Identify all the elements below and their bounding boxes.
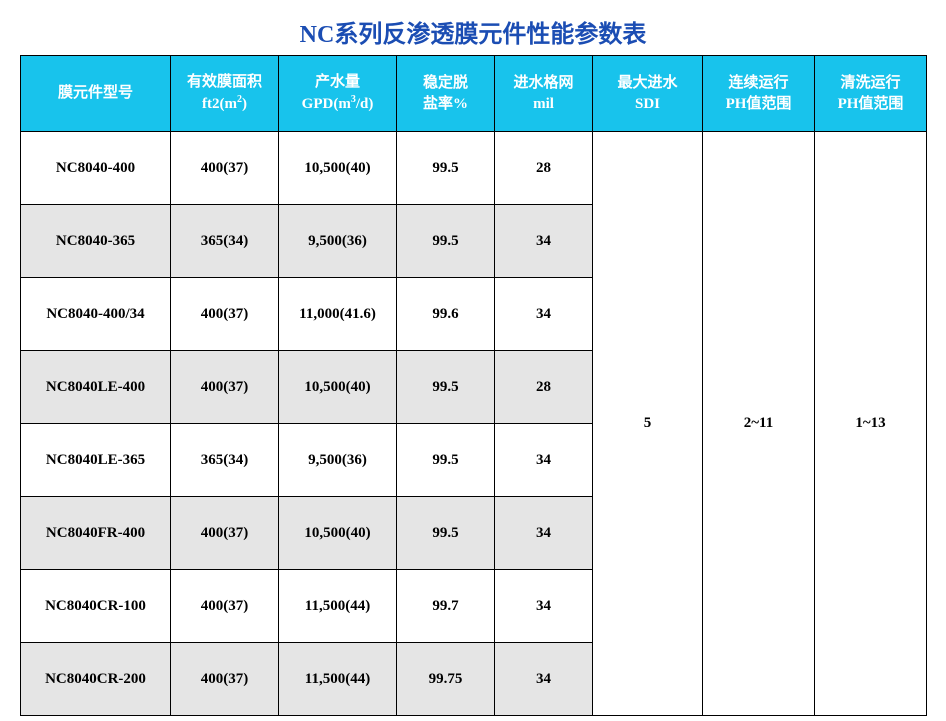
cell-model: NC8040-365	[21, 205, 171, 278]
table-header-row: 膜元件型号 有效膜面积ft2(m2) 产水量GPD(m3/d) 稳定脱盐率% 进…	[21, 56, 927, 132]
cell-spacer: 34	[495, 497, 593, 570]
cell-spacer: 34	[495, 570, 593, 643]
cell-model: NC8040CR-100	[21, 570, 171, 643]
cell-flow: 10,500(40)	[279, 132, 397, 205]
col-header-ph-clean: 清洗运行PH值范围	[815, 56, 927, 132]
col-header-sdi: 最大进水SDI	[593, 56, 703, 132]
table-row: NC8040-400 400(37) 10,500(40) 99.5 28 5 …	[21, 132, 927, 205]
cell-area: 365(34)	[171, 424, 279, 497]
col-header-model: 膜元件型号	[21, 56, 171, 132]
cell-rejection: 99.5	[397, 351, 495, 424]
cell-rejection: 99.5	[397, 205, 495, 278]
cell-spacer: 34	[495, 205, 593, 278]
cell-model: NC8040-400	[21, 132, 171, 205]
cell-spacer: 28	[495, 132, 593, 205]
cell-model: NC8040LE-400	[21, 351, 171, 424]
cell-area: 400(37)	[171, 132, 279, 205]
cell-flow: 9,500(36)	[279, 424, 397, 497]
cell-area: 400(37)	[171, 643, 279, 716]
cell-rejection: 99.6	[397, 278, 495, 351]
page-title: NC系列反渗透膜元件性能参数表	[20, 14, 926, 49]
cell-spacer: 28	[495, 351, 593, 424]
cell-area: 400(37)	[171, 570, 279, 643]
cell-model: NC8040FR-400	[21, 497, 171, 570]
cell-flow: 9,500(36)	[279, 205, 397, 278]
cell-model: NC8040-400/34	[21, 278, 171, 351]
cell-spacer: 34	[495, 278, 593, 351]
cell-rejection: 99.7	[397, 570, 495, 643]
cell-spacer: 34	[495, 424, 593, 497]
cell-flow: 11,500(44)	[279, 570, 397, 643]
col-header-spacer: 进水格网mil	[495, 56, 593, 132]
cell-model: NC8040CR-200	[21, 643, 171, 716]
cell-model: NC8040LE-365	[21, 424, 171, 497]
col-header-flow: 产水量GPD(m3/d)	[279, 56, 397, 132]
cell-area: 365(34)	[171, 205, 279, 278]
col-header-rejection: 稳定脱盐率%	[397, 56, 495, 132]
cell-ph-clean-merged: 1~13	[815, 132, 927, 716]
cell-ph-op-merged: 2~11	[703, 132, 815, 716]
cell-flow: 10,500(40)	[279, 351, 397, 424]
cell-flow: 11,500(44)	[279, 643, 397, 716]
cell-rejection: 99.5	[397, 132, 495, 205]
cell-area: 400(37)	[171, 278, 279, 351]
cell-rejection: 99.5	[397, 424, 495, 497]
spec-table: 膜元件型号 有效膜面积ft2(m2) 产水量GPD(m3/d) 稳定脱盐率% 进…	[20, 55, 927, 716]
col-header-ph-op: 连续运行PH值范围	[703, 56, 815, 132]
cell-area: 400(37)	[171, 497, 279, 570]
cell-spacer: 34	[495, 643, 593, 716]
cell-flow: 10,500(40)	[279, 497, 397, 570]
cell-rejection: 99.5	[397, 497, 495, 570]
col-header-area: 有效膜面积ft2(m2)	[171, 56, 279, 132]
cell-flow: 11,000(41.6)	[279, 278, 397, 351]
cell-area: 400(37)	[171, 351, 279, 424]
cell-sdi-merged: 5	[593, 132, 703, 716]
cell-rejection: 99.75	[397, 643, 495, 716]
